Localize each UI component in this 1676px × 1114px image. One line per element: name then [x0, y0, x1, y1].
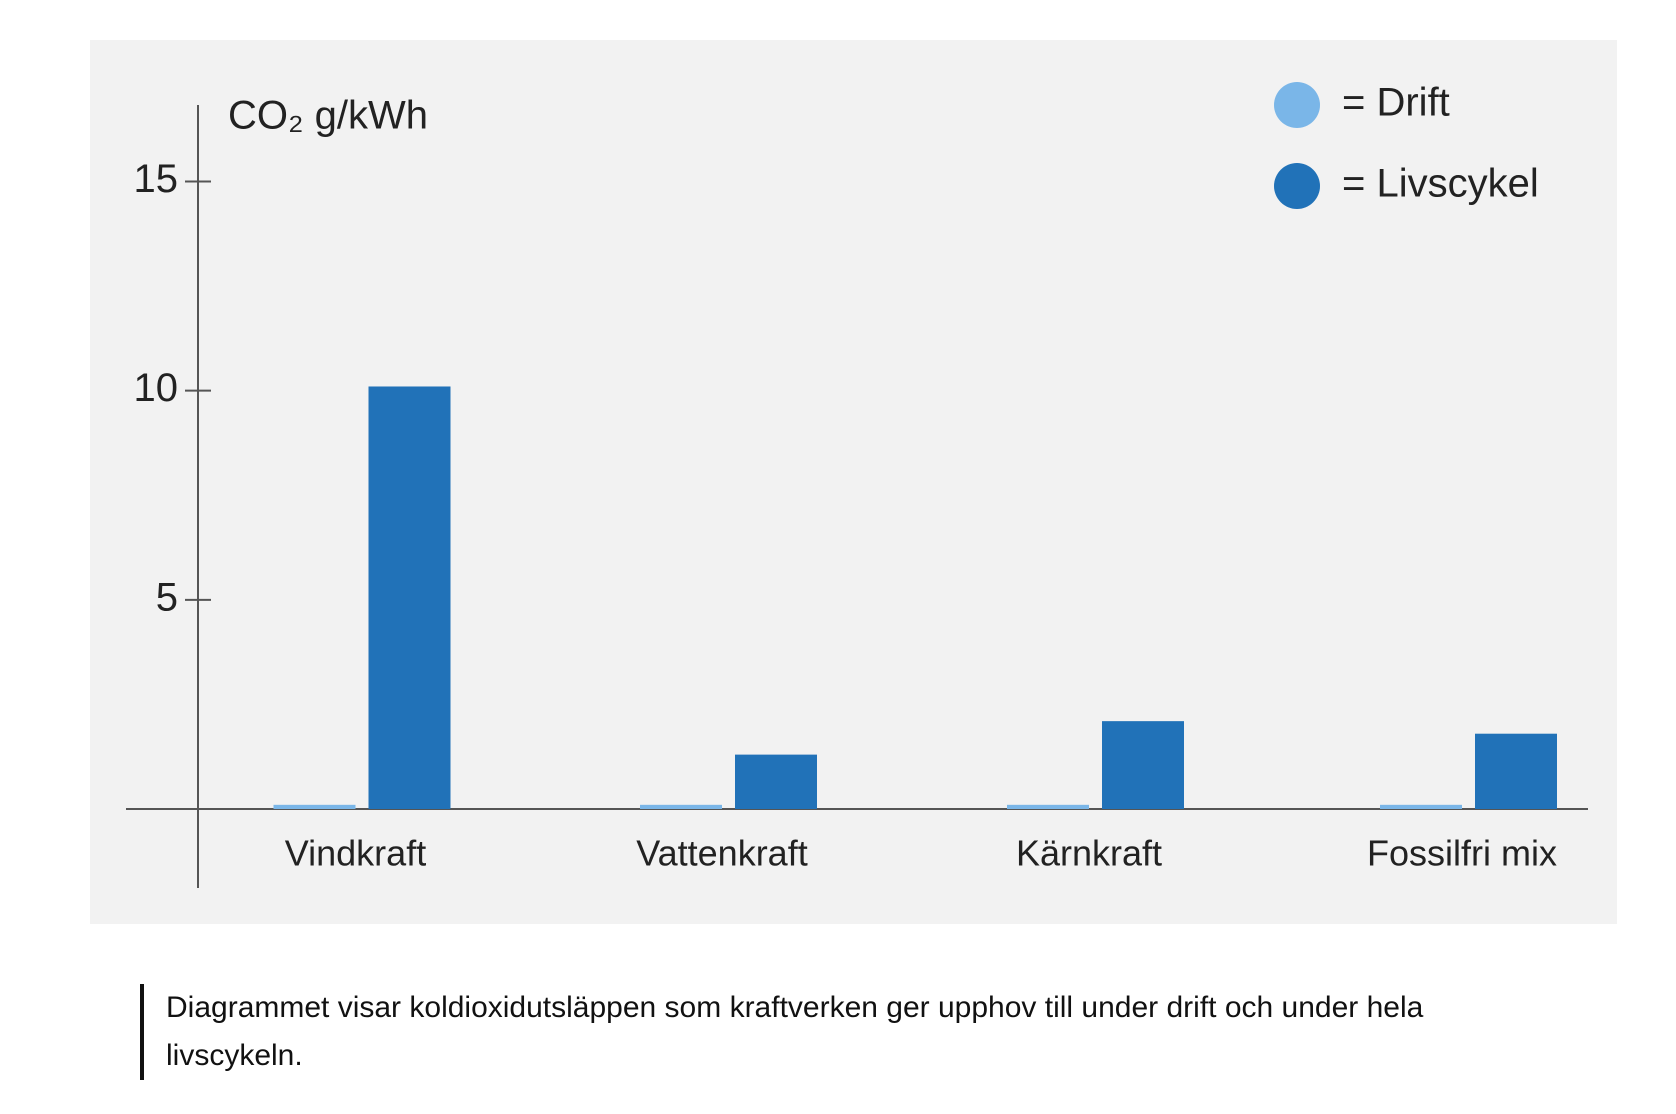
bar — [1380, 804, 1462, 809]
y-tick-label: 15 — [134, 157, 179, 201]
bar — [273, 804, 356, 809]
legend-label: = Drift — [1342, 81, 1450, 125]
y-tick-label: 10 — [134, 366, 179, 410]
bar — [735, 754, 817, 809]
bar — [1475, 733, 1557, 809]
x-tick-label: Fossilfri mix — [1367, 833, 1557, 874]
y-axis-label: CO₂ g/kWh — [228, 94, 428, 138]
bar — [640, 804, 722, 809]
bar — [1007, 804, 1089, 809]
bar — [1102, 721, 1184, 809]
x-tick-label: Vindkraft — [285, 833, 426, 874]
legend-label: = Livscykel — [1342, 162, 1539, 206]
legend-swatch — [1274, 163, 1320, 209]
caption: Diagrammet visar koldioxidutsläppen som … — [140, 984, 1506, 1080]
y-tick-label: 5 — [156, 575, 178, 619]
x-tick-label: Vattenkraft — [636, 833, 807, 874]
x-tick-label: Kärnkraft — [1016, 833, 1162, 874]
bar — [368, 386, 451, 809]
chart-background — [90, 40, 1617, 924]
chart: CO₂ g/kWh 5 10 15 Vindkraft Vattenkraft Kärnk… — [90, 40, 1617, 924]
legend-swatch — [1274, 82, 1320, 128]
